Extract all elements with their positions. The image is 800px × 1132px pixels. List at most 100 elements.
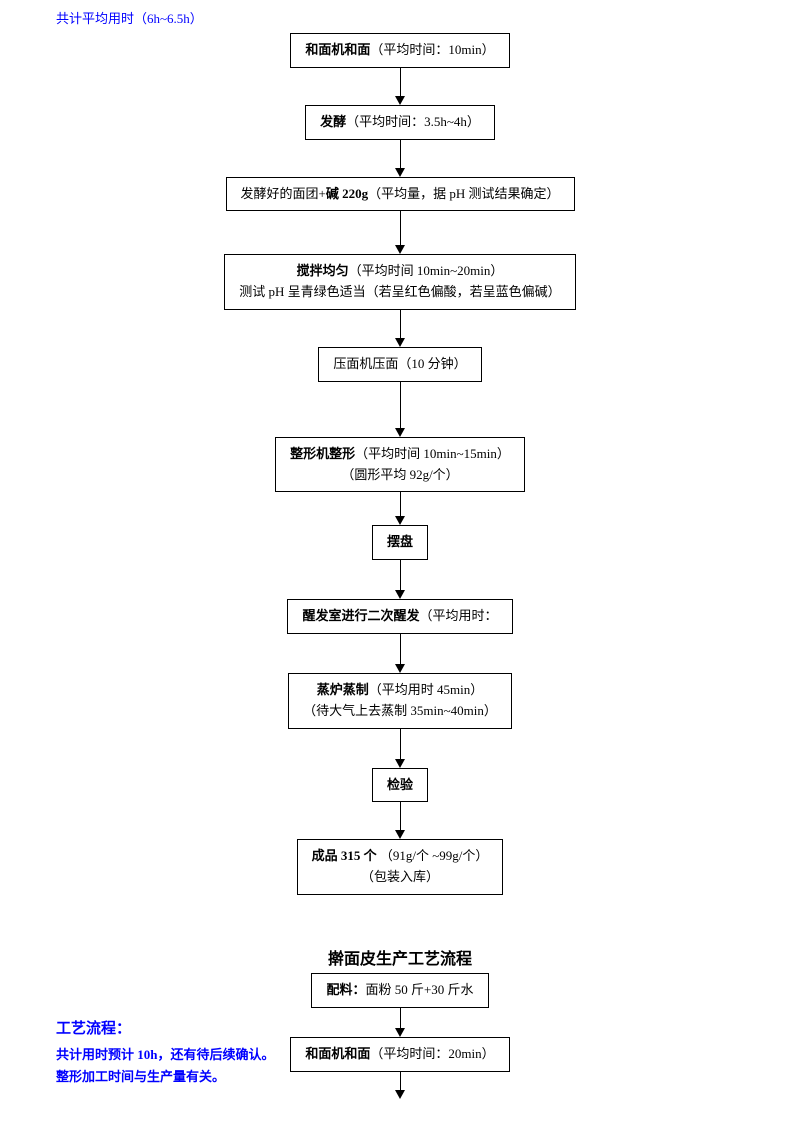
- flow-box-line: （待大气上去蒸制 35min~40min）: [303, 701, 497, 722]
- text-segment: （平均用时 45min）: [369, 682, 483, 697]
- arrow-shaft: [400, 310, 401, 338]
- arrow-head: [395, 245, 405, 254]
- text-segment: （平均时间：10min）: [370, 42, 494, 57]
- flow-box-line: 蒸炉蒸制（平均用时 45min）: [303, 680, 497, 701]
- arrow-down-icon: [395, 492, 405, 525]
- flow-box: 发酵好的面团+碱 220g（平均量，据 pH 测试结果确定）: [226, 177, 575, 212]
- text-segment: （圆形平均 92g/个）: [341, 467, 458, 482]
- arrow-shaft: [400, 729, 401, 759]
- flow-box-line: （圆形平均 92g/个）: [290, 465, 510, 486]
- section-2: 擀面皮生产工艺流程 工艺流程： 共计用时预计 10h，还有待后续确认。 整形加工…: [0, 945, 800, 1099]
- arrow-head: [395, 428, 405, 437]
- text-segment: （平均时间：20min）: [370, 1046, 494, 1061]
- text-segment: 成品 315 个: [312, 848, 377, 863]
- text-segment: （平均用时：: [420, 608, 498, 623]
- arrow-down-icon: [395, 802, 405, 839]
- arrow-shaft: [400, 560, 401, 590]
- arrow-head: [395, 1028, 405, 1037]
- flow-box: 搅拌均匀（平均时间 10min~20min） 测试 pH 呈青绿色适当（若呈红色偏…: [224, 254, 575, 310]
- arrow-down-icon: [395, 211, 405, 254]
- text-segment: 醒发室进行二次醒发: [302, 608, 419, 623]
- arrow-down-icon: [395, 560, 405, 599]
- flow-box: 和面机和面（平均时间：10min）: [290, 33, 509, 68]
- text-segment: 发酵好的面团+: [241, 186, 326, 201]
- arrow-shaft: [400, 492, 401, 516]
- flow-box-line: 和面机和面（平均时间：10min）: [305, 40, 494, 61]
- text-segment: 压面机压面（10 分钟）: [333, 356, 466, 371]
- arrow-head: [395, 1090, 405, 1099]
- flow-box-line: 压面机压面（10 分钟）: [333, 354, 466, 375]
- note-line-1: 共计用时预计 10h，还有待后续确认。: [56, 1044, 274, 1066]
- arrow-shaft: [400, 211, 401, 245]
- arrow-head: [395, 590, 405, 599]
- text-segment: 测试 pH 呈青绿色适当（若呈红色偏酸，若呈蓝色偏碱）: [239, 284, 560, 299]
- flow-box: 整形机整形（平均时间 10min~15min） （圆形平均 92g/个）: [275, 437, 525, 493]
- flow-box-line: 摆盘: [387, 532, 413, 553]
- flow-box-line: 测试 pH 呈青绿色适当（若呈红色偏酸，若呈蓝色偏碱）: [239, 282, 560, 303]
- text-segment: （平均时间 10min~15min）: [355, 446, 510, 461]
- text-segment: 碱 220g: [326, 186, 368, 201]
- flow-box: 成品 315 个 （91g/个 ~99g/个） （包装入库）: [297, 839, 504, 895]
- text-segment: 和面机和面: [305, 1046, 370, 1061]
- arrow-down-icon: [395, 140, 405, 177]
- arrow-head: [395, 338, 405, 347]
- text-segment: 和面机和面: [305, 42, 370, 57]
- text-segment: 摆盘: [387, 534, 413, 549]
- arrow-head: [395, 168, 405, 177]
- section2-left-notes: 工艺流程： 共计用时预计 10h，还有待后续确认。 整形加工时间与生产量有关。: [56, 1017, 274, 1088]
- flow-box: 配料：面粉 50 斤+30 斤水: [311, 973, 488, 1008]
- arrow-down-icon: [395, 382, 405, 437]
- flow-box: 检验: [372, 768, 428, 803]
- text-segment: 发酵: [320, 114, 346, 129]
- text-segment: 配料：: [326, 982, 365, 997]
- text-segment: 蒸炉蒸制: [317, 682, 369, 697]
- flow-box-line: 和面机和面（平均时间：20min）: [305, 1044, 494, 1065]
- flow-box-line: 整形机整形（平均时间 10min~15min）: [290, 444, 510, 465]
- flow-box-line: （包装入库）: [312, 867, 489, 888]
- arrow-shaft: [400, 1008, 401, 1028]
- flow-box: 和面机和面（平均时间：20min）: [290, 1037, 509, 1072]
- text-segment: 面粉 50 斤+30 斤水: [365, 982, 473, 997]
- flow-box: 蒸炉蒸制（平均用时 45min） （待大气上去蒸制 35min~40min）: [288, 673, 512, 729]
- arrow-head: [395, 664, 405, 673]
- total-time-note: 共计平均用时（6h~6.5h）: [0, 0, 800, 27]
- arrow-shaft: [400, 140, 401, 168]
- text-segment: 搅拌均匀: [297, 263, 349, 278]
- flow-box-line: 检验: [387, 775, 413, 796]
- arrow-head: [395, 516, 405, 525]
- text-segment: 整形机整形: [290, 446, 355, 461]
- arrow-head: [395, 96, 405, 105]
- flow-box-line: 配料：面粉 50 斤+30 斤水: [326, 980, 473, 1001]
- flow-box-line: 搅拌均匀（平均时间 10min~20min）: [239, 261, 560, 282]
- text-segment: （包装入库）: [361, 869, 439, 884]
- flow-box-line: 发酵好的面团+碱 220g（平均量，据 pH 测试结果确定）: [241, 184, 560, 205]
- arrow-down-icon: [395, 634, 405, 673]
- arrow-shaft: [400, 1072, 401, 1090]
- flow-box: 压面机压面（10 分钟）: [318, 347, 481, 382]
- text-segment: （91g/个 ~99g/个）: [377, 848, 489, 863]
- arrow-shaft: [400, 802, 401, 830]
- section2-title: 擀面皮生产工艺流程: [0, 945, 800, 969]
- flow-box: 醒发室进行二次醒发（平均用时：: [287, 599, 512, 634]
- text-segment: 检验: [387, 777, 413, 792]
- process-label: 工艺流程：: [56, 1017, 274, 1038]
- flow-box: 发酵（平均时间：3.5h~4h）: [305, 105, 495, 140]
- arrow-shaft: [400, 68, 401, 96]
- flow-box-line: 醒发室进行二次醒发（平均用时：: [302, 606, 497, 627]
- arrow-down-icon: [395, 1072, 405, 1099]
- text-segment: （平均时间：3.5h~4h）: [346, 114, 480, 129]
- arrow-down-icon: [395, 68, 405, 105]
- text-segment: （平均量，据 pH 测试结果确定）: [368, 186, 559, 201]
- flow-box: 摆盘: [372, 525, 428, 560]
- arrow-down-icon: [395, 1008, 405, 1037]
- flowchart-1: 和面机和面（平均时间：10min） 发酵（平均时间：3.5h~4h） 发酵好的面团+…: [0, 33, 800, 895]
- arrow-head: [395, 759, 405, 768]
- note-line-2: 整形加工时间与生产量有关。: [56, 1066, 274, 1088]
- arrow-head: [395, 830, 405, 839]
- arrow-down-icon: [395, 729, 405, 768]
- arrow-down-icon: [395, 310, 405, 347]
- flow-box-line: 成品 315 个 （91g/个 ~99g/个）: [312, 846, 489, 867]
- text-segment: （待大气上去蒸制 35min~40min）: [303, 703, 497, 718]
- flow-box-line: 发酵（平均时间：3.5h~4h）: [320, 112, 480, 133]
- text-segment: （平均时间 10min~20min）: [349, 263, 504, 278]
